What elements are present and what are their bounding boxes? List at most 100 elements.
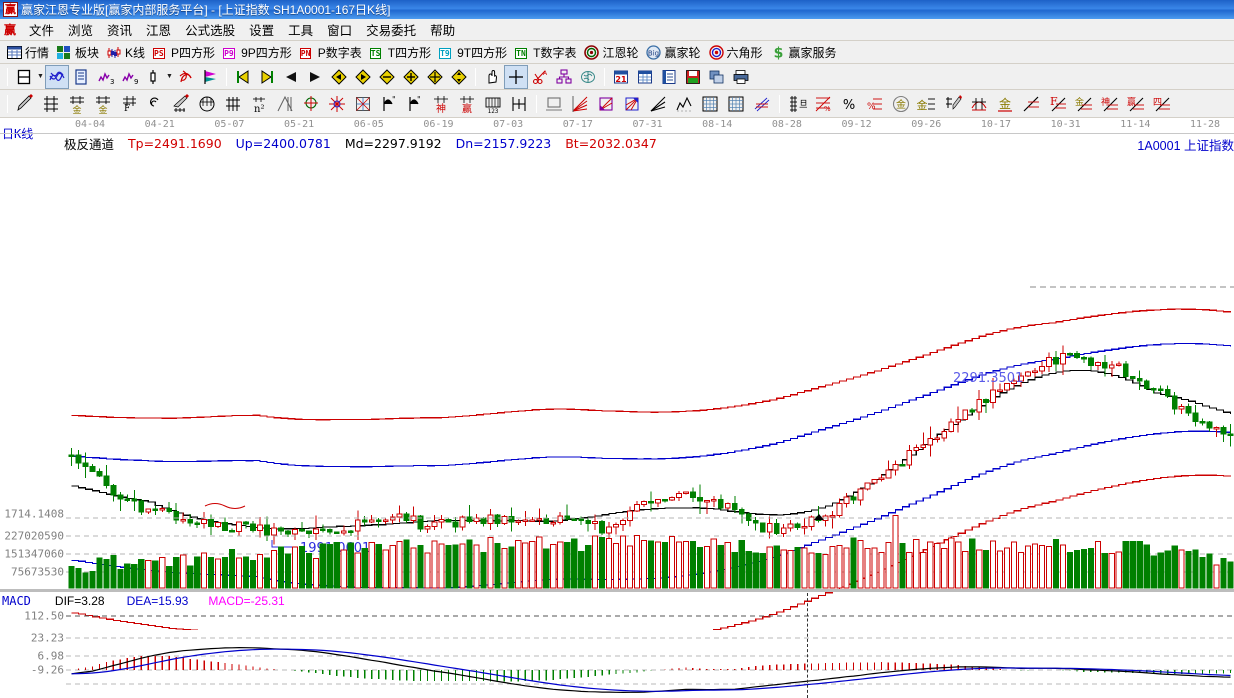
circle-scale-icon[interactable] <box>195 92 219 116</box>
gann-fan-icon[interactable] <box>175 66 197 88</box>
brain-icon[interactable] <box>577 66 599 88</box>
indicator-9-icon[interactable]: 9 <box>118 66 140 88</box>
button-winner-wheel[interactable]: Big 赢家轮 <box>643 43 705 62</box>
chart-area[interactable]: 日K线 04-04 04-21 05-07 05-21 06-05 06-19 07-03 0… <box>0 118 1234 698</box>
gold-slash-icon[interactable]: 金 <box>1071 92 1095 116</box>
calendar-21-icon[interactable]: 21 <box>610 66 632 88</box>
prev-page-icon[interactable] <box>280 66 302 88</box>
percent-ladder-icon[interactable]: % <box>863 92 887 116</box>
grid-fine-icon[interactable] <box>698 92 722 116</box>
tree-struct-icon[interactable] <box>553 66 575 88</box>
volume-panel[interactable] <box>0 500 1234 597</box>
n-squared-icon[interactable]: n² <box>247 92 271 116</box>
zoom-move-icon[interactable] <box>448 66 470 88</box>
menu-item-news[interactable]: 资讯 <box>107 24 133 38</box>
button-t-number-table[interactable]: TN T数字表 <box>512 43 581 62</box>
spiral-icon[interactable] <box>143 92 167 116</box>
next-page-icon[interactable] <box>304 66 326 88</box>
flag-colour-icon[interactable] <box>199 66 221 88</box>
macd-panel[interactable] <box>0 608 1234 698</box>
menu-item-help[interactable]: 帮助 <box>430 24 456 38</box>
last-page-icon[interactable] <box>256 66 278 88</box>
parallel-lines-icon[interactable] <box>750 92 774 116</box>
button-p-square[interactable]: PS P四方形 <box>150 43 220 62</box>
button-9p-square[interactable]: P9 9P四方形 <box>220 43 297 62</box>
f-ladder-icon[interactable]: F <box>117 92 141 116</box>
menu-item-formula-stock-pick[interactable]: 公式选股 <box>185 24 236 38</box>
wave-overlay-icon[interactable] <box>45 64 69 89</box>
arc-red-icon[interactable] <box>967 92 991 116</box>
gold-underline-icon[interactable]: 金 <box>993 92 1017 116</box>
menu-item-settings[interactable]: 设置 <box>249 24 275 38</box>
gold-ladder-1-icon[interactable]: 金 <box>65 92 89 116</box>
button-gann-wheel[interactable]: 江恩轮 <box>581 43 643 62</box>
zoom-out-icon[interactable] <box>400 66 422 88</box>
square-grid-icon[interactable] <box>351 92 375 116</box>
ying-slash-icon[interactable]: 赢 <box>1123 92 1147 116</box>
menu-item-tools[interactable]: 工具 <box>288 24 314 38</box>
first-page-icon[interactable] <box>232 66 254 88</box>
period-dropdown-caret-icon[interactable]: ▼ <box>37 73 44 80</box>
pen-tool-icon[interactable] <box>941 92 965 116</box>
indicator-3-icon[interactable]: 3 <box>94 66 116 88</box>
box-diag-icon[interactable] <box>594 92 618 116</box>
percent-icon[interactable]: % <box>837 92 861 116</box>
target-circle-icon[interactable] <box>299 92 323 116</box>
pen-ruler-icon[interactable] <box>169 92 193 116</box>
menu-item-browse[interactable]: 浏览 <box>68 24 94 38</box>
ladder-text-icon[interactable]: 旦 <box>785 92 809 116</box>
bar-style-dropdown-caret-icon[interactable]: ▼ <box>166 73 173 80</box>
shen-slash-icon[interactable]: 神 <box>1097 92 1121 116</box>
menu-item-gann[interactable]: 江恩 <box>146 24 172 38</box>
ying-grid-icon[interactable]: 赢 <box>455 92 479 116</box>
hand-pan-icon[interactable] <box>481 66 503 88</box>
notes-icon[interactable] <box>658 66 680 88</box>
h-marker-icon[interactable]: " <box>377 92 401 116</box>
h-marker-2-icon[interactable]: " <box>403 92 427 116</box>
button-hexagon[interactable]: 六角形 <box>706 43 768 62</box>
zoom-right-icon[interactable] <box>352 66 374 88</box>
number-band-icon[interactable]: 123 <box>481 92 505 116</box>
slash-ladder-icon[interactable] <box>1019 92 1043 116</box>
zigzag-icon[interactable] <box>672 92 696 116</box>
draw-pen-icon[interactable] <box>13 92 37 116</box>
si-slash-icon[interactable]: 四 <box>1149 92 1173 116</box>
menu-item-window[interactable]: 窗口 <box>327 24 353 38</box>
shen-grid-icon[interactable]: 神 <box>429 92 453 116</box>
period-day-icon[interactable] <box>13 66 35 88</box>
rect-box-icon[interactable] <box>542 92 566 116</box>
fan-red-icon[interactable] <box>568 92 592 116</box>
menu-item-file[interactable]: 文件 <box>29 24 55 38</box>
crosshair-icon[interactable] <box>504 64 528 89</box>
data-table-icon[interactable] <box>634 66 656 88</box>
gold-ladder-3-icon[interactable]: 金 <box>915 92 939 116</box>
button-winner-service[interactable]: $ 赢家服务 <box>768 43 842 62</box>
button-t-square[interactable]: TS T四方形 <box>367 43 436 62</box>
button-kline[interactable]: K线 <box>104 43 150 62</box>
menu-item-trading[interactable]: 交易委托 <box>366 24 417 38</box>
print-icon[interactable] <box>730 66 752 88</box>
angle-black-icon[interactable] <box>646 92 670 116</box>
box-fan-icon[interactable] <box>620 92 644 116</box>
gold-ladder-2-icon[interactable]: 金 <box>91 92 115 116</box>
zoom-in-icon[interactable] <box>376 66 398 88</box>
grid-lines-icon[interactable] <box>221 92 245 116</box>
copy-screen-icon[interactable] <box>706 66 728 88</box>
scissors-measure-icon[interactable]: A <box>529 66 551 88</box>
span-measure-icon[interactable] <box>507 92 531 116</box>
percent-fan-icon[interactable]: % <box>811 92 835 116</box>
gold-circle-icon[interactable]: 金 <box>889 92 913 116</box>
save-disk-icon[interactable] <box>682 66 704 88</box>
star-burst-icon[interactable] <box>325 92 349 116</box>
zoom-fit-icon[interactable] <box>424 66 446 88</box>
ladder-lines-icon[interactable] <box>39 92 63 116</box>
bar-style-icon[interactable] <box>142 66 164 88</box>
f-slash-icon[interactable]: F <box>1045 92 1069 116</box>
button-9t-square[interactable]: T9 9T四方形 <box>436 43 512 62</box>
button-p-number-table[interactable]: PN P数字表 <box>297 43 367 62</box>
angle-lines-icon[interactable] <box>273 92 297 116</box>
clipboard-icon[interactable] <box>70 66 92 88</box>
button-quotes[interactable]: 行情 <box>4 43 54 62</box>
grid-fine-2-icon[interactable] <box>724 92 748 116</box>
button-blocks[interactable]: 板块 <box>54 43 104 62</box>
